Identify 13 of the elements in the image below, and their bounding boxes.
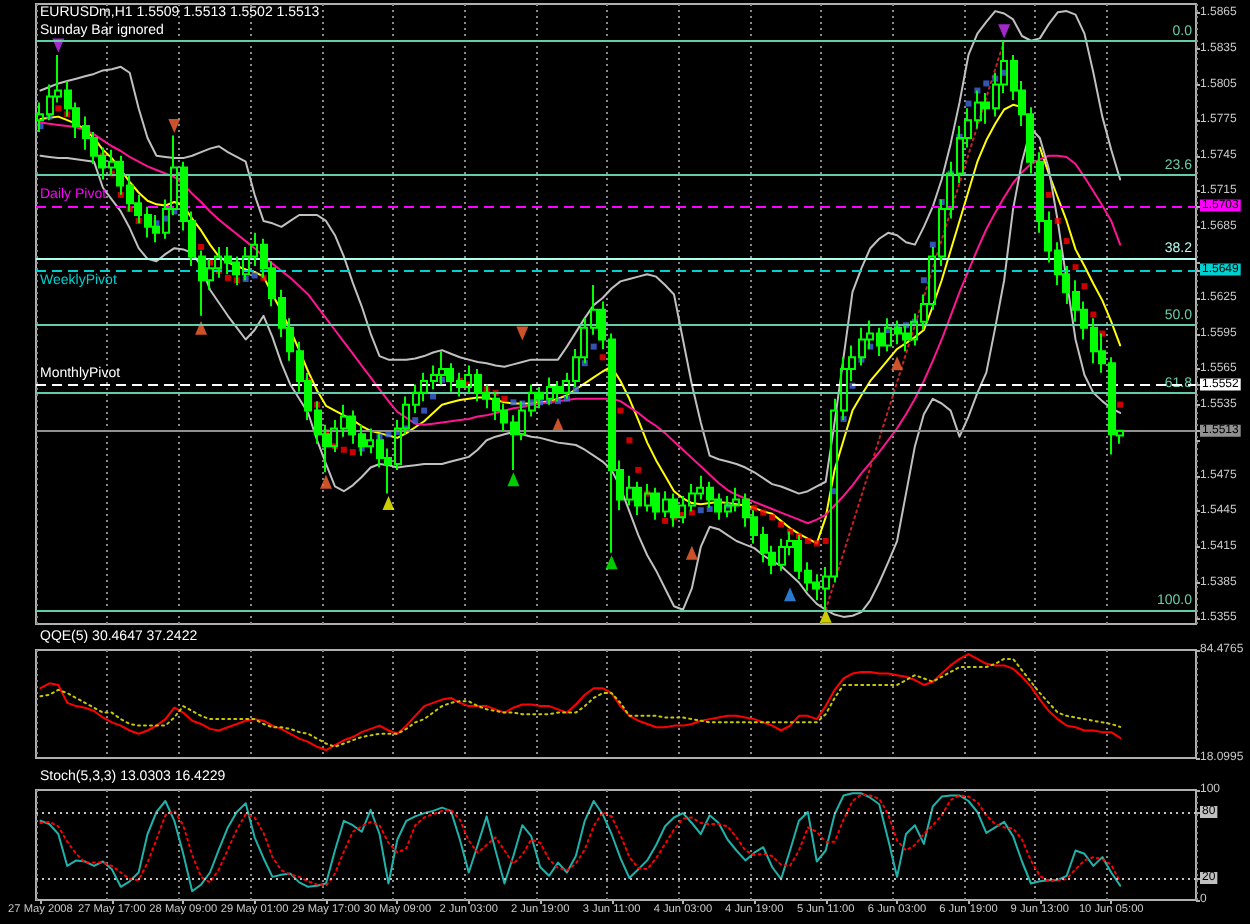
point [685, 545, 698, 560]
point [998, 24, 1011, 39]
point [819, 608, 832, 623]
line-series [39, 10, 1122, 495]
point [784, 587, 796, 602]
point [891, 356, 904, 371]
point [516, 326, 529, 341]
point [507, 472, 520, 487]
point [168, 119, 181, 134]
point [195, 320, 208, 335]
point [382, 496, 395, 511]
point [605, 555, 618, 570]
point [320, 474, 332, 489]
